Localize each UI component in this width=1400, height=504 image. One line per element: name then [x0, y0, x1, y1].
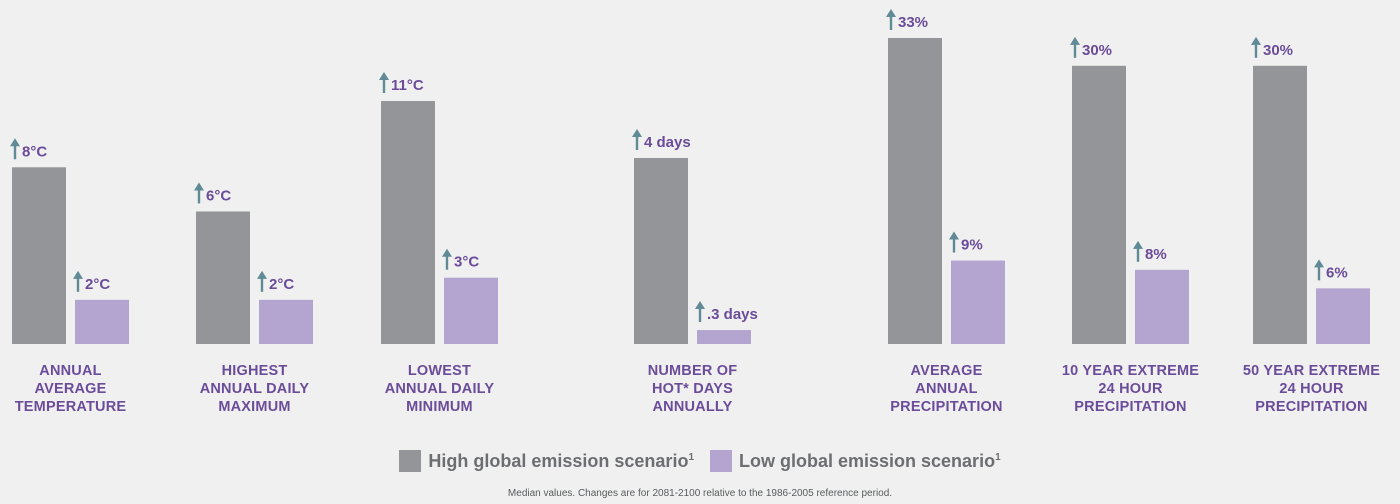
data-label-high-0: 8°C: [22, 143, 47, 160]
data-label-high-6: 30%: [1263, 42, 1293, 59]
up-arrow-icon: [379, 72, 389, 93]
data-label-high-5: 30%: [1082, 42, 1112, 59]
category-label-line: 50 YEAR EXTREME: [1242, 363, 1381, 379]
category-label: 10 YEAR EXTREME 24 HOUR PRECIPITATION: [1041, 362, 1221, 416]
legend-superscript-low: 1: [995, 451, 1001, 463]
data-label-low-6: 6%: [1326, 264, 1348, 281]
data-label-high-1: 6°C: [206, 187, 231, 204]
bar-low-6: [1316, 288, 1370, 344]
up-arrow-icon: [257, 270, 267, 292]
category-label-line: 10 YEAR EXTREME: [1061, 363, 1200, 379]
data-label-high-2: 11°C: [391, 77, 424, 94]
bar-high-6: [1253, 65, 1307, 345]
legend-swatch-high: [399, 450, 422, 472]
up-arrow-icon: [1070, 36, 1080, 58]
category-label-line: MINIMUM: [406, 399, 473, 415]
category-label-line: ANNUAL: [915, 381, 978, 397]
footnote: Median values. Changes are for 2081-2100…: [507, 488, 893, 499]
up-arrow-icon: [194, 182, 204, 204]
category-label-line: MAXIMUM: [218, 399, 291, 415]
category-label-line: PRECIPITATION: [890, 399, 1003, 415]
category-label: LOWEST ANNUAL DAILY MINIMUM: [350, 362, 530, 416]
up-arrow-icon: [73, 270, 83, 292]
bar-chart: 8°C 6°C 11°C 4 days 33% 30% 30% 2°C 2°C 3°C .3 day…: [10, 9, 1370, 345]
category-label-line: PRECIPITATION: [1074, 399, 1187, 415]
up-arrow-icon: [442, 248, 452, 270]
up-arrow-icon: [632, 129, 642, 150]
data-label-low-1: 2°C: [269, 276, 294, 293]
bar-low-4: [951, 260, 1005, 344]
legend-superscript-high: 1: [688, 451, 694, 463]
bar-low-5: [1135, 269, 1189, 344]
bar-high-3: [634, 158, 688, 344]
category-label-line: 24 HOUR: [1279, 381, 1344, 397]
category-label-line: ANNUALLY: [652, 399, 733, 415]
category-label-line: HOT* DAYS: [651, 381, 734, 397]
data-label-low-0: 2°C: [85, 276, 110, 293]
up-arrow-icon: [949, 231, 959, 253]
up-arrow-icon: [1251, 36, 1261, 58]
bar-high-4: [888, 38, 942, 344]
data-label-high-4: 33%: [898, 14, 928, 31]
category-label-line: NUMBER OF: [647, 363, 738, 379]
category-label-line: ANNUAL: [39, 363, 102, 379]
legend: High global emission scenario1 Low globa…: [0, 450, 1400, 472]
category-label-line: ANNUAL DAILY: [199, 381, 310, 397]
bar-low-0: [75, 299, 129, 344]
category-label-line: TEMPERATURE: [14, 399, 127, 415]
category-label-line: AVERAGE: [910, 363, 983, 379]
bar-low-2: [444, 277, 498, 344]
category-label-line: AVERAGE: [34, 381, 107, 397]
data-label-low-2: 3°C: [454, 254, 479, 271]
category-label-line: LOWEST: [407, 363, 472, 379]
category-label-line: HIGHEST: [221, 363, 288, 379]
category-label: ANNUAL AVERAGE TEMPERATURE: [0, 362, 161, 416]
up-arrow-icon: [1314, 259, 1324, 281]
category-label-line: 24 HOUR: [1098, 381, 1163, 397]
bar-high-2: [381, 101, 435, 344]
category-label: 50 YEAR EXTREME 24 HOUR PRECIPITATION: [1222, 362, 1400, 416]
up-arrow-icon: [10, 138, 20, 160]
up-arrow-icon: [886, 9, 896, 30]
category-label-line: PRECIPITATION: [1255, 399, 1368, 415]
bar-high-5: [1072, 65, 1126, 345]
legend-label-high: High global emission scenario: [428, 450, 689, 471]
legend-label-low: Low global emission scenario: [739, 450, 996, 471]
category-label: HIGHEST ANNUAL DAILY MAXIMUM: [165, 362, 345, 416]
bar-high-1: [196, 211, 250, 344]
data-label-low-4: 9%: [961, 237, 983, 254]
category-label: AVERAGE ANNUAL PRECIPITATION: [857, 362, 1037, 416]
up-arrow-icon: [1133, 240, 1143, 262]
category-label-line: ANNUAL DAILY: [384, 381, 495, 397]
legend-item-high: High global emission scenario1: [399, 450, 694, 472]
legend-swatch-low: [710, 450, 732, 472]
legend-item-low: Low global emission scenario1: [710, 450, 1001, 472]
bar-high-0: [12, 167, 66, 344]
data-label-high-3: 4 days: [644, 134, 691, 151]
bar-low-1: [259, 299, 313, 344]
bar-low-3: [697, 330, 751, 344]
category-label: NUMBER OF HOT* DAYS ANNUALLY: [603, 362, 783, 416]
data-label-low-5: 8%: [1145, 246, 1167, 263]
data-label-low-3: .3 days: [707, 306, 758, 323]
up-arrow-icon: [695, 301, 705, 323]
